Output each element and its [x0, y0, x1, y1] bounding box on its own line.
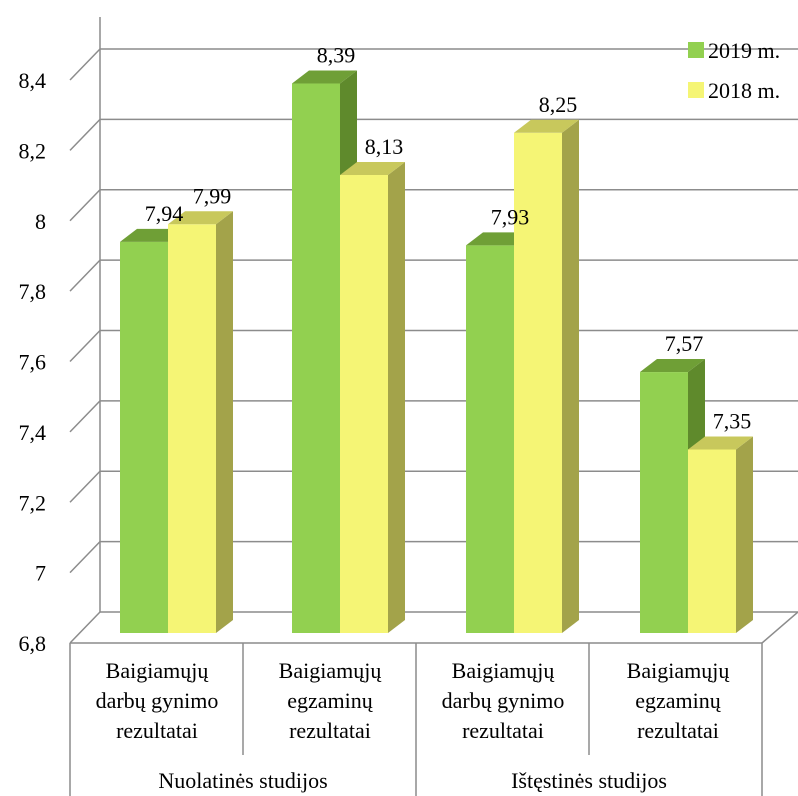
bar-top: [340, 162, 405, 176]
data-labels: 7,94 8,39 7,93 7,57 7,99 8,13 8,25 7,35: [145, 43, 752, 434]
bar-top: [168, 211, 233, 225]
bar: [640, 372, 688, 633]
gridline-diagonal: [69, 611, 101, 644]
category-label: Baigiamųjų: [106, 658, 210, 683]
data-label: 7,99: [193, 183, 232, 208]
bar-side: [562, 119, 579, 633]
data-label: 8,13: [365, 134, 404, 159]
bar-top: [514, 119, 579, 133]
legend-label: 2019 m.: [708, 38, 780, 63]
y-axis-tick-labels: 6,8 7 7,2 7,4 7,6 7,8 8 8,2 8,4: [19, 68, 47, 656]
gridline-diagonal: [69, 541, 101, 574]
bar: [514, 132, 562, 633]
legend: 2019 m. 2018 m.: [688, 38, 780, 103]
group-label: Nuolatinės studijos: [158, 768, 327, 793]
y-tick-label: 8,4: [19, 68, 47, 93]
y-tick-label: 7: [35, 561, 46, 586]
category-label: Baigiamųjų: [279, 658, 383, 683]
bar-top: [292, 70, 357, 84]
category-label: darbų gynimo: [442, 688, 565, 713]
gridline-diagonal: [69, 329, 101, 363]
legend-label: 2018 m.: [708, 78, 780, 103]
y-tick-label: 7,4: [19, 420, 47, 445]
y-tick-label: 7,6: [19, 350, 47, 375]
category-label: Baigiamųjų: [452, 658, 556, 683]
bar-top: [688, 436, 753, 450]
category-label: egzaminų: [635, 688, 722, 713]
bar: [120, 241, 168, 634]
bar: [168, 224, 216, 634]
y-tick-label: 6,8: [19, 631, 47, 656]
bar: [340, 175, 388, 633]
bar: [688, 449, 736, 633]
data-label: 8,25: [539, 92, 578, 117]
category-label: rezultatai: [637, 718, 719, 743]
data-label: 7,57: [665, 331, 704, 356]
x-axis: Baigiamųjų darbų gynimo rezultatai Baigiamų…: [69, 643, 763, 796]
gridline-diagonal: [69, 118, 101, 151]
data-label: 7,35: [713, 408, 752, 433]
bar-side: [736, 436, 753, 633]
data-label: 7,94: [145, 201, 184, 226]
y-tick-label: 7,8: [19, 279, 47, 304]
data-label: 7,93: [491, 204, 530, 229]
category-label: rezultatai: [289, 718, 371, 743]
floor-right-edge: [761, 611, 798, 644]
data-label: 8,39: [317, 43, 356, 68]
bar-side: [388, 162, 405, 633]
y-tick-label: 8,2: [19, 138, 47, 163]
gridline-diagonal: [69, 189, 101, 222]
category-label: Baigiamųjų: [627, 658, 731, 683]
bar: [466, 245, 514, 633]
y-tick-label: 7,2: [19, 490, 47, 515]
gridline-diagonal: [69, 470, 101, 503]
y-tick-label: 8: [35, 209, 46, 234]
group-label: Ištęstinės studijos: [511, 768, 667, 793]
bar-top: [640, 359, 705, 373]
category-label: rezultatai: [116, 718, 198, 743]
gridline-diagonal: [69, 48, 101, 81]
gridline-diagonal: [69, 400, 101, 433]
legend-swatch: [688, 42, 704, 58]
bar: [292, 83, 340, 634]
category-label: darbų gynimo: [96, 688, 219, 713]
category-label: rezultatai: [462, 718, 544, 743]
bars: [120, 70, 753, 634]
bar-side: [216, 211, 233, 634]
legend-swatch: [688, 82, 704, 98]
gridline-diagonal: [69, 259, 101, 292]
category-label: egzaminų: [287, 688, 374, 713]
